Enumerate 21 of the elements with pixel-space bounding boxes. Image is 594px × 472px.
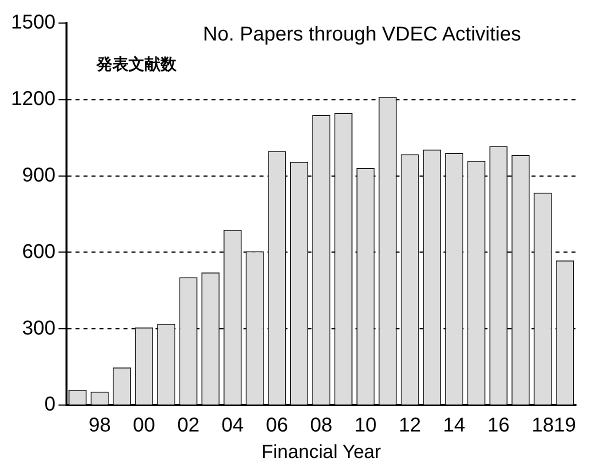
text: 発表文献数	[95, 55, 178, 74]
x-tick-label: 19	[554, 414, 576, 437]
x-tick-label: 00	[132, 414, 156, 437]
y-tick-label: 900	[22, 164, 56, 186]
y-tick-label: 300	[22, 317, 56, 340]
x-tick-label: 14	[443, 414, 466, 437]
x-tick-label: 12	[398, 414, 421, 437]
x-tick-label: 10	[354, 414, 377, 437]
x-axis-title: Financial Year	[262, 442, 382, 463]
x-tick-label: 98	[88, 414, 111, 437]
x-tick-label: 02	[177, 414, 200, 437]
chart-title: No. Papers through VDEC Activities	[203, 24, 521, 46]
x-tick-label: 18	[532, 414, 554, 437]
y-tick-label: 600	[22, 240, 56, 263]
x-tick-label: 06	[266, 414, 288, 437]
y-tick-label: 1200	[10, 88, 56, 110]
x-tick-label: 16	[487, 414, 510, 437]
x-tick-label: 04	[222, 414, 244, 437]
y-tick-label: 0	[44, 394, 56, 416]
x-tick-label: 08	[310, 414, 332, 437]
y-tick-label: 1500	[10, 12, 56, 34]
